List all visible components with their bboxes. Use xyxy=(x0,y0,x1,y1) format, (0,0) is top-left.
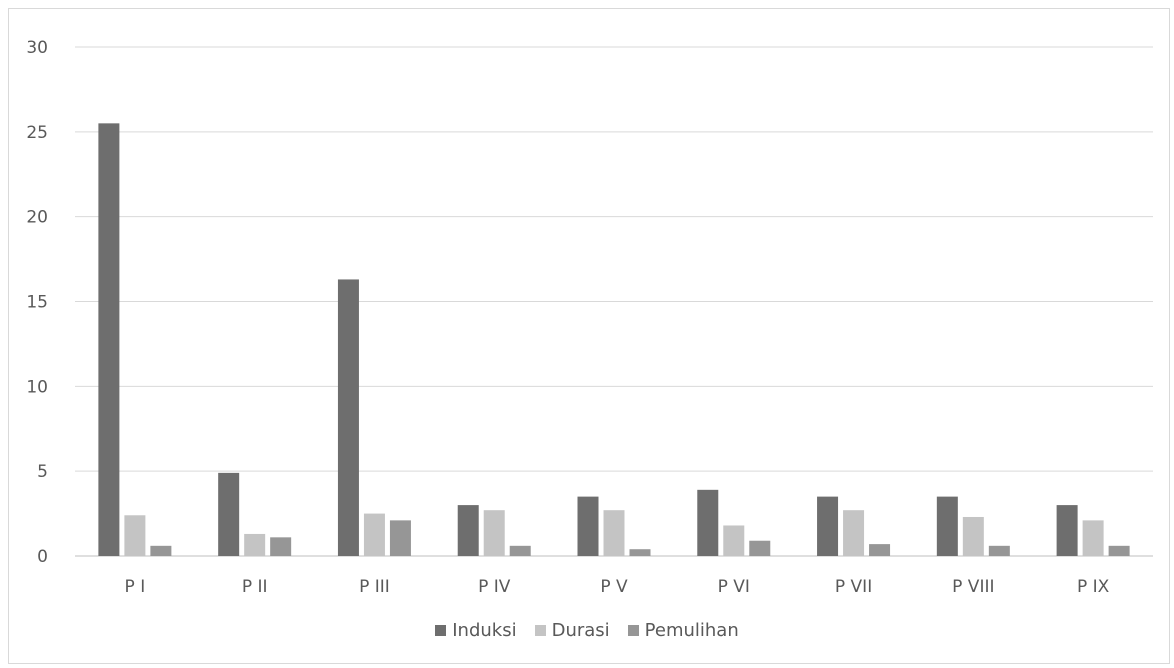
legend-swatch xyxy=(534,625,546,636)
bar-induksi xyxy=(697,489,719,556)
legend-label: Pemulihan xyxy=(644,620,739,641)
bar-durasi xyxy=(483,510,505,556)
bar-induksi xyxy=(98,123,120,556)
bar-durasi xyxy=(244,533,266,556)
x-tick-label: P II xyxy=(242,577,268,597)
legend-item-pemulihan: Pemulihan xyxy=(627,620,739,641)
x-tick-label: P IV xyxy=(478,577,511,597)
x-tick-label: P I xyxy=(125,577,146,597)
legend-item-durasi: Durasi xyxy=(534,620,610,641)
bar-pemulihan xyxy=(749,540,771,556)
bar-induksi xyxy=(817,496,839,556)
bar-pemulihan xyxy=(509,545,531,556)
x-tick-label: P VIII xyxy=(952,577,994,597)
bar-pemulihan xyxy=(988,545,1010,556)
x-tick-label: P VI xyxy=(718,577,750,597)
bar-durasi xyxy=(1082,520,1104,556)
legend-label: Durasi xyxy=(551,620,610,641)
bar-durasi xyxy=(124,515,146,556)
bar-induksi xyxy=(337,279,359,556)
legend-swatch xyxy=(435,625,447,636)
y-tick-label: 25 xyxy=(26,123,48,143)
bar-durasi xyxy=(723,525,745,556)
y-tick-label: 5 xyxy=(37,462,48,482)
bar-durasi xyxy=(843,510,865,556)
y-tick-label: 10 xyxy=(26,377,48,397)
x-tick-label: P III xyxy=(359,577,390,597)
y-tick-label: 30 xyxy=(26,38,48,58)
bar-induksi xyxy=(936,496,958,556)
bar-pemulihan xyxy=(869,544,891,556)
x-tick-label: P V xyxy=(600,577,628,597)
bar-induksi xyxy=(577,496,599,556)
y-tick-label: 15 xyxy=(26,293,48,313)
legend-swatch xyxy=(627,625,639,636)
bar-pemulihan xyxy=(150,545,172,556)
chart-legend: Induksi Durasi Pemulihan xyxy=(0,620,1174,641)
y-tick-label: 20 xyxy=(26,208,48,228)
bar-induksi xyxy=(1056,505,1078,556)
bar-induksi xyxy=(457,505,479,556)
legend-item-induksi: Induksi xyxy=(435,620,517,641)
bar-pemulihan xyxy=(629,549,651,556)
bar-pemulihan xyxy=(1108,545,1130,556)
bar-induksi xyxy=(218,472,240,556)
bar-pemulihan xyxy=(389,520,411,556)
x-tick-label: P IX xyxy=(1077,577,1110,597)
x-tick-label: P VII xyxy=(835,577,872,597)
bar-durasi xyxy=(363,513,385,556)
bar-pemulihan xyxy=(270,537,292,556)
bar-durasi xyxy=(603,510,625,556)
bar-durasi xyxy=(962,516,984,556)
y-tick-label: 0 xyxy=(37,547,48,567)
legend-label: Induksi xyxy=(452,620,517,641)
